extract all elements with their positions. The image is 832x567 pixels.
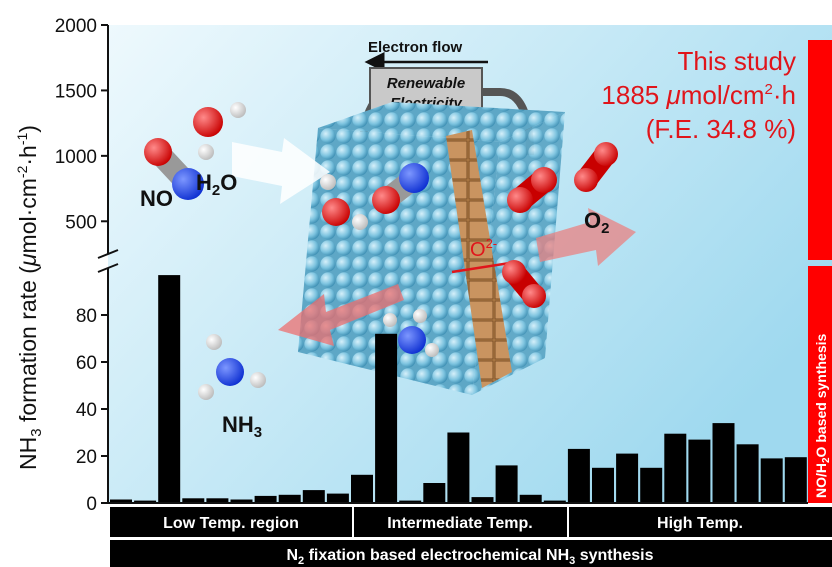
bar-20 xyxy=(567,448,590,503)
h2o-molecule-icon xyxy=(193,102,246,160)
no-molecule-icon xyxy=(144,138,204,200)
o2-molecule-icon xyxy=(574,142,618,192)
bar-14 xyxy=(423,483,446,503)
no-label: NO xyxy=(140,186,173,211)
y-tick-1500: 1500 xyxy=(55,81,97,102)
electrolyte-membrane xyxy=(446,130,512,388)
region-label-low: Low Temp. region xyxy=(163,515,299,532)
bar-12 xyxy=(375,333,398,503)
nh3-label: NH3 xyxy=(222,412,262,441)
adsorbed-nh3-icon xyxy=(383,309,439,357)
this-study-caption-line-2: 1885 μmol/cm2·h xyxy=(601,80,796,110)
bar-19 xyxy=(543,500,566,503)
bar-3 xyxy=(158,275,181,503)
adsorbed-no-icon xyxy=(372,163,429,214)
bar-26 xyxy=(712,423,735,503)
side-label: NO/H2O based synthesis xyxy=(813,334,832,498)
panel-line-1: Renewable xyxy=(387,75,465,92)
lower-o2-icon xyxy=(502,260,546,308)
bar-27 xyxy=(736,444,759,504)
region-band-intermediate xyxy=(354,507,567,537)
region-label-intermediate: Intermediate Temp. xyxy=(387,515,533,532)
region-label-high: High Temp. xyxy=(657,515,743,532)
surface-o2-icon xyxy=(507,167,557,213)
bar-2 xyxy=(134,500,157,503)
o2-label: O2 xyxy=(584,208,609,237)
bar-16 xyxy=(471,497,494,503)
cube-left-face xyxy=(298,128,500,395)
electron-flow-label: Electron flow xyxy=(368,39,463,56)
y-tick-60: 60 xyxy=(76,353,97,374)
bar-24 xyxy=(664,433,687,503)
y-tick-2000: 2000 xyxy=(55,16,97,37)
oxide-ion-label: O2- xyxy=(470,236,497,261)
y-tick-20: 20 xyxy=(76,447,97,468)
this-study-caption-line-1: This study xyxy=(678,46,797,76)
footer-band xyxy=(110,540,832,567)
bar-8 xyxy=(278,494,301,503)
catalyst-illustration: Electron flow Renewable Electricity O2- … xyxy=(140,39,636,441)
oxide-ion-arrow xyxy=(451,260,517,274)
y-tick-80: 80 xyxy=(76,306,97,327)
footer-label: N2 fixation based electrochemical NH3 sy… xyxy=(286,547,653,567)
bar-4 xyxy=(182,498,205,503)
bar-15 xyxy=(447,432,470,503)
region-band-low xyxy=(110,507,352,537)
bar-22 xyxy=(616,453,639,503)
bar-6 xyxy=(230,499,253,503)
reactant-inflow-arrow xyxy=(232,138,330,204)
axis-break-mark-2 xyxy=(97,263,119,273)
bar-18 xyxy=(519,494,542,503)
axis-break-mark-1 xyxy=(97,249,119,259)
this-study-bar xyxy=(808,40,832,260)
bar-11 xyxy=(351,474,373,503)
bar-10 xyxy=(326,493,349,503)
bar-21 xyxy=(592,467,614,504)
bar-5 xyxy=(206,498,229,503)
y-tick-1000: 1000 xyxy=(55,147,97,168)
bar-7 xyxy=(254,495,277,503)
side-label-box xyxy=(808,266,832,503)
bar-1 xyxy=(110,499,132,503)
nh3-outflow-arrow xyxy=(278,284,404,346)
bar-13 xyxy=(399,500,422,503)
y-tick-40: 40 xyxy=(76,400,97,421)
bar-25 xyxy=(688,439,711,503)
region-band-high xyxy=(569,507,832,537)
bar-series xyxy=(110,275,807,504)
adsorbed-h2o-icon xyxy=(320,174,368,230)
bar-28 xyxy=(760,458,783,503)
bar-9 xyxy=(302,490,325,503)
nh3-molecule-icon xyxy=(198,334,266,400)
bar-29 xyxy=(784,457,807,503)
o2-outflow-arrow xyxy=(536,208,636,266)
bar-17 xyxy=(495,465,518,503)
cube-top-face xyxy=(318,102,565,142)
this-study-caption-line-3: (F.E. 34.8 %) xyxy=(646,114,796,144)
bar-23 xyxy=(640,467,663,504)
y-axis-label: NH3 formation rate (μmol·cm-2·h-1) xyxy=(14,125,45,470)
y-ticks: 0 20 40 60 80 500 1000 1500 2000 xyxy=(55,16,108,515)
y-tick-500: 500 xyxy=(65,212,97,233)
y-tick-0: 0 xyxy=(86,494,97,515)
h2o-label: H2O xyxy=(196,170,237,199)
